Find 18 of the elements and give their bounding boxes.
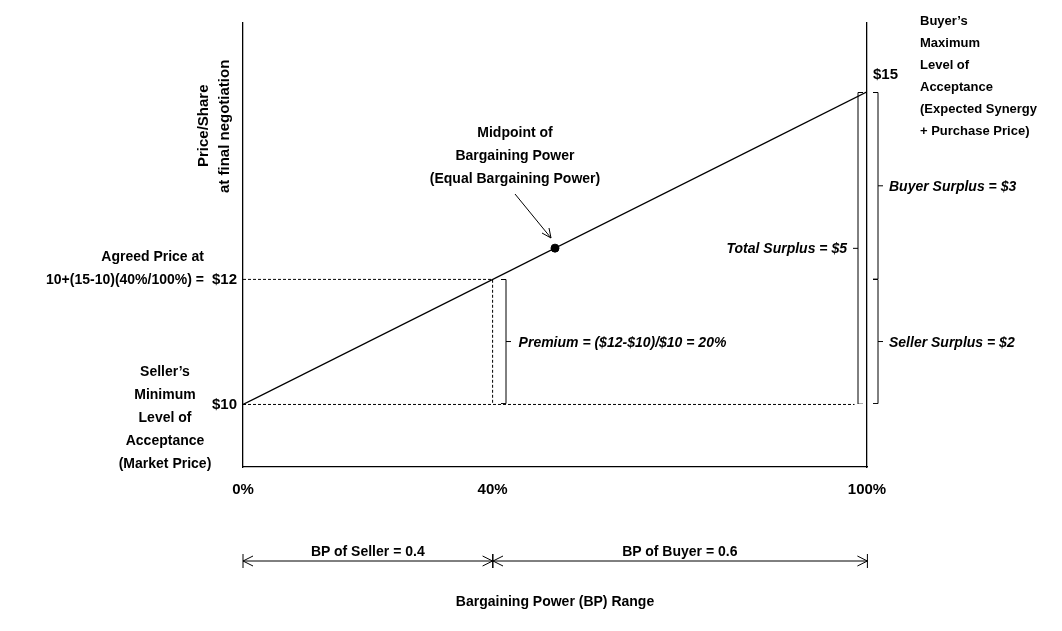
text: $15: [873, 63, 899, 84]
annotation: Total Surplus = $5: [726, 238, 847, 258]
y-axis-title: Price/Share at final negotiation: [193, 58, 233, 195]
text: Seller’s Minimum Level of Acceptance (Market Price): [118, 363, 212, 471]
annotation: Midpoint of Bargaining Power (Equal Bargaining Power): [429, 123, 601, 189]
text: Bargaining Power (BP) Range: [455, 592, 655, 611]
text: BP of Buyer = 0.6: [622, 542, 738, 561]
annotation: Premium = ($12-$10)/$10 = 20%: [518, 332, 727, 352]
text: Agreed Price at 10+(15-10)(40%/100%) =: [46, 247, 204, 290]
x-tick-label: 100%: [847, 480, 887, 498]
x-tick-label: 40%: [477, 480, 508, 498]
x-tick-label: 0%: [232, 480, 254, 498]
y-tick-label: $10: [211, 394, 237, 412]
text: Buyer’s Maximum Level of Acceptance (Expected Synergy + Purchase Price): [920, 12, 1039, 140]
y-tick-label: $12: [211, 269, 237, 287]
text: Buyer Surplus = $3: [889, 176, 1017, 196]
text: Seller Surplus = $2: [889, 332, 1015, 352]
text: BP of Seller = 0.4: [310, 542, 425, 561]
